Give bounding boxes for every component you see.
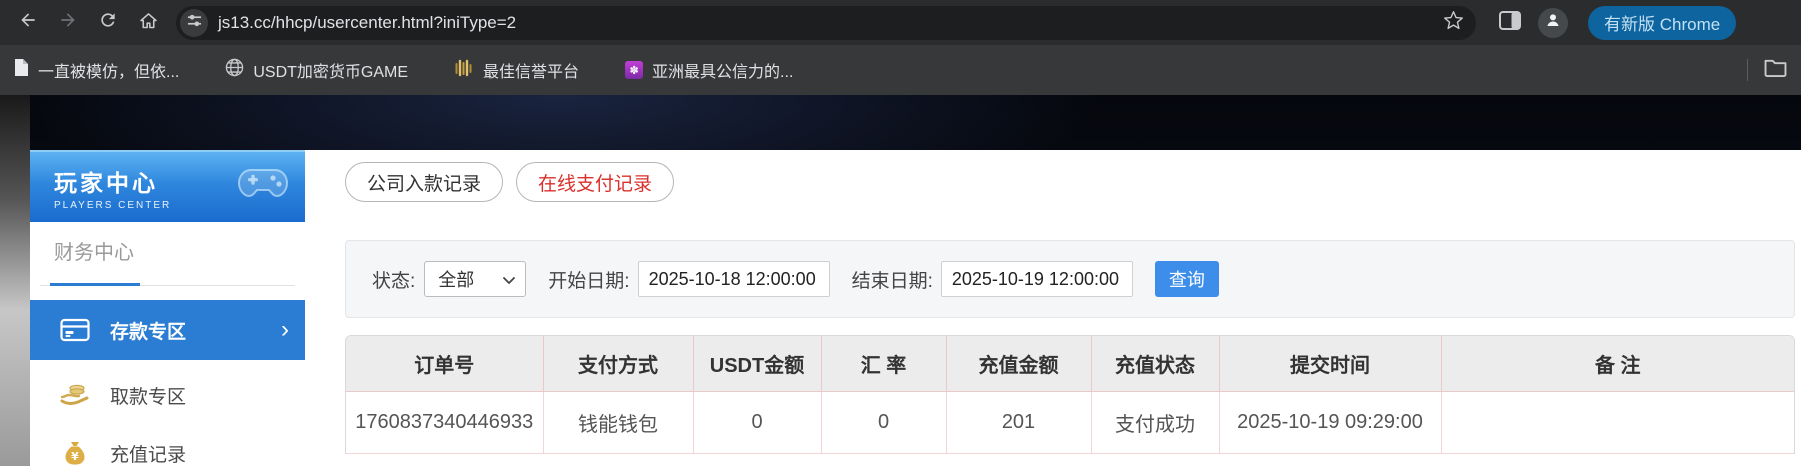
search-button[interactable]: 查询 bbox=[1154, 261, 1219, 297]
page-icon bbox=[14, 58, 29, 82]
other-bookmarks-folder[interactable] bbox=[1764, 58, 1787, 82]
forward-button[interactable] bbox=[50, 5, 86, 41]
sidebar-item-deposit[interactable]: 存款专区 › bbox=[30, 300, 305, 360]
header-usdt-amount: USDT金额 bbox=[693, 336, 822, 392]
address-bar[interactable]: js13.cc/hhcp/usercenter.html?iniType=2 bbox=[176, 5, 1476, 40]
section-divider bbox=[40, 283, 295, 286]
bookmark-item[interactable]: 最佳信誉平台 bbox=[454, 58, 579, 82]
filter-panel: 状态: 全部 开始日期: 结束日期: 查询 bbox=[345, 240, 1795, 318]
sidebar-item-label: 充值记录 bbox=[110, 444, 187, 466]
record-tabs: 公司入款记录 在线支付记录 bbox=[345, 162, 1795, 202]
header-order-no: 订单号 bbox=[346, 336, 544, 392]
header-recharge-status: 充值状态 bbox=[1091, 336, 1220, 392]
user-center-panel: 玩家中心 PLAYERS CENTER 财务中心 存款专区 › 取款专区 ¥ 充… bbox=[30, 150, 1801, 466]
status-select-value: 全部 bbox=[438, 270, 475, 290]
header-submit-time: 提交时间 bbox=[1219, 336, 1442, 392]
cell-payment-method: 钱能钱包 bbox=[543, 391, 694, 454]
back-button[interactable] bbox=[10, 5, 46, 41]
bookmark-label: USDT加密货币GAME bbox=[253, 64, 409, 81]
side-panel-button[interactable] bbox=[1492, 5, 1528, 41]
svg-text:¥: ¥ bbox=[71, 450, 79, 463]
bookmark-star-button[interactable] bbox=[1438, 8, 1468, 38]
start-date-input[interactable] bbox=[637, 261, 830, 297]
gold-bars-icon bbox=[454, 59, 474, 82]
browser-toolbar: js13.cc/hhcp/usercenter.html?iniType=2 有… bbox=[0, 0, 1801, 45]
tune-icon bbox=[187, 13, 202, 33]
home-icon bbox=[138, 10, 159, 36]
status-label: 状态: bbox=[372, 270, 416, 292]
header-recharge-amount: 充值金额 bbox=[946, 336, 1092, 392]
bookmarks-right bbox=[1747, 58, 1787, 82]
hand-coins-icon bbox=[60, 383, 90, 407]
sidebar-header: 玩家中心 PLAYERS CENTER bbox=[30, 150, 305, 222]
bookmarks-divider bbox=[1747, 59, 1748, 81]
records-table: 订单号 支付方式 USDT金额 汇 率 充值金额 充值状态 提交时间 备 注 1… bbox=[345, 335, 1795, 454]
person-icon bbox=[1544, 11, 1562, 34]
bookmark-label: 一直被模仿，但依... bbox=[38, 64, 180, 81]
star-icon bbox=[1443, 10, 1464, 36]
bookmark-label: 最佳信誉平台 bbox=[483, 64, 580, 81]
finance-center-section-title: 财务中心 bbox=[54, 242, 134, 264]
table-row: 1760837340446933 钱能钱包 0 0 201 支付成功 2025-… bbox=[346, 391, 1794, 454]
sidebar-item-label: 取款专区 bbox=[110, 386, 187, 408]
cell-recharge-status: 支付成功 bbox=[1091, 391, 1220, 454]
money-bag-icon: ¥ bbox=[60, 440, 90, 466]
sidebar-item-label: 存款专区 bbox=[110, 321, 187, 343]
tab-company-deposit-records[interactable]: 公司入款记录 bbox=[345, 162, 504, 202]
chevron-down-icon bbox=[503, 269, 516, 290]
sidebar-item-withdraw[interactable]: 取款专区 bbox=[30, 372, 305, 418]
bookmark-item[interactable]: 一直被模仿，但依... bbox=[14, 58, 179, 82]
header-payment-method: 支付方式 bbox=[543, 336, 694, 392]
cell-submit-time: 2025-10-19 09:29:00 bbox=[1219, 391, 1442, 454]
sidebar: 玩家中心 PLAYERS CENTER 财务中心 存款专区 › 取款专区 ¥ 充… bbox=[30, 150, 305, 466]
bookmark-label: 亚洲最具公信力的... bbox=[652, 64, 794, 81]
home-button[interactable] bbox=[130, 5, 166, 41]
players-center-title: 玩家中心 bbox=[54, 170, 158, 196]
cell-order-no: 1760837340446933 bbox=[346, 391, 544, 454]
status-select[interactable]: 全部 bbox=[424, 261, 527, 297]
bookmark-item[interactable]: ✽ 亚洲最具公信力的... bbox=[625, 58, 793, 82]
sidebar-item-recharge-records[interactable]: ¥ 充值记录 bbox=[30, 430, 305, 466]
players-center-subtitle: PLAYERS CENTER bbox=[54, 200, 172, 211]
header-remark: 备 注 bbox=[1441, 336, 1794, 392]
globe-icon bbox=[225, 58, 244, 82]
purple-flower-icon: ✽ bbox=[625, 61, 644, 79]
end-date-label: 结束日期: bbox=[851, 270, 933, 292]
chevron-right-icon: › bbox=[281, 316, 289, 343]
header-exchange-rate: 汇 率 bbox=[821, 336, 947, 392]
table-header-row: 订单号 支付方式 USDT金额 汇 率 充值金额 充值状态 提交时间 备 注 bbox=[346, 336, 1794, 392]
page-left-edge bbox=[0, 95, 30, 466]
reload-icon bbox=[98, 10, 118, 35]
cell-exchange-rate: 0 bbox=[821, 391, 947, 454]
cell-usdt-amount: 0 bbox=[693, 391, 822, 454]
site-settings-button[interactable] bbox=[180, 8, 208, 37]
main-content: 公司入款记录 在线支付记录 状态: 全部 开始日期: 结束日期: 查询 订单号 bbox=[315, 150, 1801, 466]
bookmark-item[interactable]: USDT加密货币GAME bbox=[225, 58, 408, 82]
side-panel-icon bbox=[1499, 10, 1521, 35]
toolbar-right: 有新版 Chrome bbox=[1492, 5, 1737, 41]
gamepad-icon bbox=[237, 164, 289, 205]
reload-button[interactable] bbox=[90, 5, 126, 41]
back-icon bbox=[18, 10, 38, 35]
cell-recharge-amount: 201 bbox=[946, 391, 1092, 454]
tab-online-payment-records[interactable]: 在线支付记录 bbox=[516, 162, 675, 202]
url-text: js13.cc/hhcp/usercenter.html?iniType=2 bbox=[218, 12, 517, 32]
chrome-update-chip[interactable]: 有新版 Chrome bbox=[1588, 5, 1737, 40]
bookmarks-bar: 一直被模仿，但依... USDT加密货币GAME 最佳信誉平台 ✽ 亚洲最具公信… bbox=[0, 45, 1801, 95]
forward-icon bbox=[58, 10, 78, 35]
profile-avatar[interactable] bbox=[1538, 7, 1568, 38]
end-date-input[interactable] bbox=[940, 261, 1133, 297]
start-date-label: 开始日期: bbox=[548, 270, 630, 292]
bank-card-icon bbox=[60, 318, 90, 342]
cell-remark bbox=[1441, 391, 1794, 454]
